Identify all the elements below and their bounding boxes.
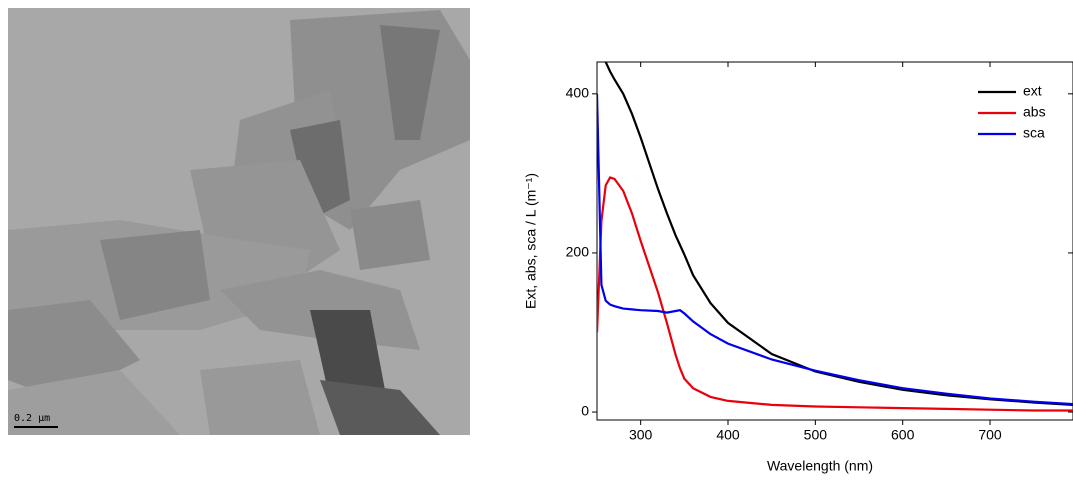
y-tick-label: 0 [581,403,589,419]
y-tick-label: 400 [566,85,590,101]
x-tick-label: 600 [891,427,915,443]
series-line [597,93,1073,406]
x-axis-label: Wavelength (nm) [767,458,873,474]
x-tick-label: 500 [804,427,828,443]
legend-label: ext [1023,83,1042,99]
tem-image: 0.2 µm [8,8,470,435]
x-tick-label: 700 [978,427,1002,443]
series-line [604,62,1073,406]
x-tick-label: 300 [629,427,653,443]
legend-label: abs [1023,104,1046,120]
plot-lines [597,62,1073,412]
legend-label: sca [1023,125,1045,141]
y-axis-label: Ext, abs, sca / L (m⁻¹) [523,173,539,309]
plot-frame [596,61,1073,421]
x-tick-label: 400 [716,427,740,443]
series-line [597,176,1073,412]
scale-bar-label: 0.2 µm [14,413,50,424]
y-tick-label: 200 [566,244,590,260]
